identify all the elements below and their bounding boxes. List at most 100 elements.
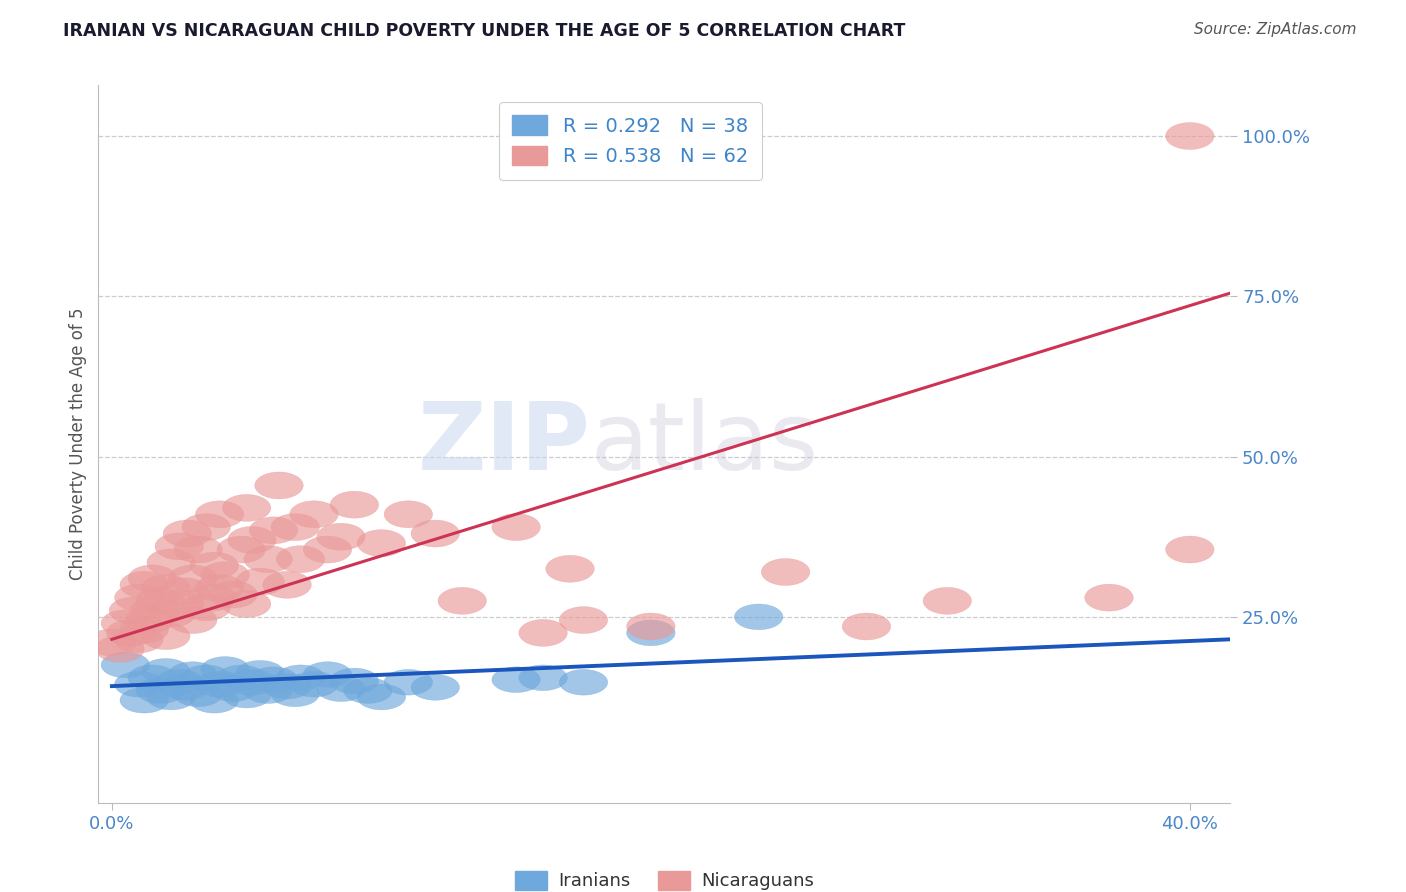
Ellipse shape <box>922 588 972 615</box>
Ellipse shape <box>734 604 783 630</box>
Ellipse shape <box>290 672 339 697</box>
Ellipse shape <box>195 672 245 697</box>
Ellipse shape <box>439 588 486 615</box>
Ellipse shape <box>1084 584 1133 611</box>
Ellipse shape <box>217 665 266 690</box>
Ellipse shape <box>115 672 163 697</box>
Ellipse shape <box>136 678 184 704</box>
Ellipse shape <box>155 591 204 617</box>
Ellipse shape <box>384 500 433 528</box>
Ellipse shape <box>160 578 209 605</box>
Ellipse shape <box>146 549 195 576</box>
Ellipse shape <box>357 684 405 710</box>
Ellipse shape <box>249 667 298 692</box>
Ellipse shape <box>142 658 190 684</box>
Ellipse shape <box>120 572 169 599</box>
Ellipse shape <box>128 665 177 690</box>
Ellipse shape <box>195 500 245 528</box>
Ellipse shape <box>254 472 304 499</box>
Text: atlas: atlas <box>591 398 820 490</box>
Ellipse shape <box>627 613 675 640</box>
Text: ZIP: ZIP <box>418 398 591 490</box>
Ellipse shape <box>519 665 568 690</box>
Ellipse shape <box>155 533 204 560</box>
Ellipse shape <box>245 546 292 573</box>
Ellipse shape <box>155 669 204 695</box>
Ellipse shape <box>174 681 222 706</box>
Ellipse shape <box>190 688 239 713</box>
Ellipse shape <box>411 520 460 547</box>
Ellipse shape <box>290 500 339 528</box>
Ellipse shape <box>263 572 311 599</box>
Ellipse shape <box>115 626 163 653</box>
Ellipse shape <box>120 616 169 643</box>
Ellipse shape <box>131 597 180 624</box>
Ellipse shape <box>101 652 149 678</box>
Ellipse shape <box>187 584 236 611</box>
Ellipse shape <box>142 623 190 649</box>
Ellipse shape <box>222 682 271 708</box>
Ellipse shape <box>384 669 433 695</box>
Ellipse shape <box>1166 122 1213 150</box>
Ellipse shape <box>160 674 209 700</box>
Ellipse shape <box>128 565 177 592</box>
Ellipse shape <box>330 668 378 694</box>
Ellipse shape <box>560 607 607 633</box>
Ellipse shape <box>228 526 276 553</box>
Ellipse shape <box>271 514 319 541</box>
Ellipse shape <box>627 620 675 646</box>
Ellipse shape <box>249 516 298 544</box>
Ellipse shape <box>236 660 284 686</box>
Y-axis label: Child Poverty Under the Age of 5: Child Poverty Under the Age of 5 <box>69 308 87 580</box>
Ellipse shape <box>209 581 257 608</box>
Ellipse shape <box>169 565 217 592</box>
Ellipse shape <box>201 657 249 682</box>
Ellipse shape <box>96 635 145 663</box>
Ellipse shape <box>181 665 231 690</box>
Ellipse shape <box>560 669 607 695</box>
Ellipse shape <box>190 552 239 579</box>
Ellipse shape <box>163 520 212 547</box>
Ellipse shape <box>146 684 195 710</box>
Ellipse shape <box>174 536 222 563</box>
Ellipse shape <box>115 584 163 611</box>
Ellipse shape <box>169 607 217 633</box>
Text: Source: ZipAtlas.com: Source: ZipAtlas.com <box>1194 22 1357 37</box>
Ellipse shape <box>146 600 195 627</box>
Ellipse shape <box>222 494 271 521</box>
Ellipse shape <box>762 558 810 585</box>
Ellipse shape <box>330 491 378 518</box>
Ellipse shape <box>277 546 325 573</box>
Ellipse shape <box>357 530 405 557</box>
Ellipse shape <box>209 676 257 701</box>
Ellipse shape <box>125 607 174 633</box>
Ellipse shape <box>181 594 231 621</box>
Ellipse shape <box>181 514 231 541</box>
Ellipse shape <box>492 667 540 692</box>
Ellipse shape <box>411 674 460 700</box>
Legend: R = 0.292   N = 38, R = 0.538   N = 62: R = 0.292 N = 38, R = 0.538 N = 62 <box>499 102 762 179</box>
Ellipse shape <box>546 556 595 582</box>
Ellipse shape <box>222 591 271 617</box>
Ellipse shape <box>101 610 149 637</box>
Ellipse shape <box>277 665 325 690</box>
Ellipse shape <box>271 681 319 706</box>
Ellipse shape <box>110 597 157 624</box>
Ellipse shape <box>120 688 169 713</box>
Ellipse shape <box>316 676 366 701</box>
Ellipse shape <box>492 514 540 541</box>
Ellipse shape <box>195 574 245 601</box>
Text: IRANIAN VS NICARAGUAN CHILD POVERTY UNDER THE AGE OF 5 CORRELATION CHART: IRANIAN VS NICARAGUAN CHILD POVERTY UNDE… <box>63 22 905 40</box>
Ellipse shape <box>519 619 568 647</box>
Ellipse shape <box>169 662 217 688</box>
Ellipse shape <box>245 678 292 704</box>
Ellipse shape <box>107 619 155 647</box>
Ellipse shape <box>217 536 266 563</box>
Ellipse shape <box>142 574 190 601</box>
Ellipse shape <box>236 568 284 595</box>
Ellipse shape <box>304 662 352 688</box>
Ellipse shape <box>136 588 184 615</box>
Ellipse shape <box>228 669 276 695</box>
Ellipse shape <box>1166 536 1213 563</box>
Ellipse shape <box>316 524 366 550</box>
